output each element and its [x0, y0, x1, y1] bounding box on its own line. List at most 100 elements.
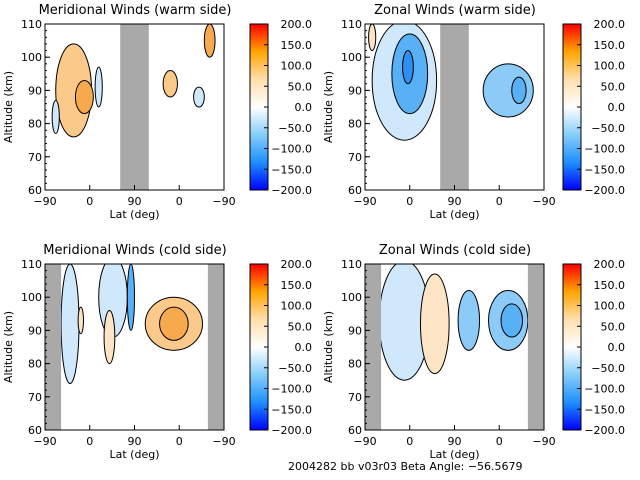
colorbar: 200.0 150.0 100.0 50.0 0.0 −50.0 −100.0 −150.0 −… [249, 18, 313, 197]
x-tick-label: 0 [176, 435, 183, 448]
plot-area [365, 24, 544, 190]
contour-region [94, 66, 103, 108]
x-axis-label: Lat (deg) [430, 208, 480, 221]
colorbar-tick-label: 50.0 [601, 80, 626, 93]
colorbar-tick-label: −200.0 [271, 184, 312, 197]
y-axis-label: Altitude (km) [2, 311, 15, 383]
x-tick-label: −90 [33, 195, 56, 208]
colorbar-tick-label: −100.0 [584, 143, 625, 156]
contour-region [60, 264, 80, 385]
chart-title: Zonal Winds (cold side) [379, 243, 531, 258]
x-tick-label: −90 [532, 195, 555, 208]
colorbar-tick-label: −200.0 [584, 184, 625, 197]
y-tick-label: 110 [21, 18, 42, 31]
colorbar-tick-label: −50.0 [278, 362, 312, 375]
no-data-band [527, 264, 544, 430]
y-tick-label: 70 [28, 151, 42, 164]
colorbar-tick-label: −150.0 [271, 163, 312, 176]
y-tick-label: 70 [348, 391, 362, 404]
y-tick-label: 90 [348, 324, 362, 337]
no-data-band [207, 264, 224, 430]
y-axis-label: Altitude (km) [2, 71, 15, 143]
colorbar-tick-label: 0.0 [608, 341, 626, 354]
x-tick-label: 90 [448, 195, 462, 208]
x-tick-label: −90 [212, 195, 235, 208]
y-tick-label: 80 [348, 118, 362, 131]
x-axis-label: Lat (deg) [110, 448, 160, 461]
y-tick-label: 100 [341, 291, 362, 304]
y-tick-label: 100 [21, 291, 42, 304]
colorbar-tick-label: −150.0 [584, 163, 625, 176]
chart-title: Meridional Winds (warm side) [39, 3, 232, 18]
x-tick-label: 0 [86, 195, 93, 208]
y-tick-label: 110 [341, 18, 362, 31]
x-tick-label: −90 [532, 435, 555, 448]
colorbar-tick-label: 100.0 [594, 300, 626, 313]
colorbar-tick-label: 50.0 [288, 320, 313, 333]
panel-3: Meridional Winds (cold side) 60 70 80 90 100 1… [2, 243, 312, 461]
y-tick-label: 90 [28, 84, 42, 97]
y-tick-label: 60 [348, 184, 362, 197]
y-tick-label: 80 [28, 118, 42, 131]
colorbar: 200.0 150.0 100.0 50.0 0.0 −50.0 −100.0 −150.0 −… [562, 258, 626, 437]
x-tick-label: 90 [448, 435, 462, 448]
contour-region [162, 69, 178, 98]
y-tick-label: 100 [21, 51, 42, 64]
colorbar-tick-label: 50.0 [601, 320, 626, 333]
colorbar-tick-label: 200.0 [281, 18, 313, 31]
plot-area [45, 264, 224, 430]
colorbar-tick-label: −100.0 [271, 383, 312, 396]
panel-4: Zonal Winds (cold side) 60 70 80 90 100 110 −90… [322, 243, 625, 461]
contour-region [419, 273, 450, 375]
panel-2: Zonal Winds (warm side) 60 70 80 90 100 110 −90… [322, 3, 625, 221]
x-tick-label: 90 [128, 435, 142, 448]
x-axis-label: Lat (deg) [110, 208, 160, 221]
plot-area [365, 264, 544, 430]
footer-info: 2004282 bb v03r03 Beta Angle: −56.5679 [288, 460, 523, 473]
x-tick-label: 0 [496, 435, 503, 448]
colorbar-tick-label: −50.0 [278, 122, 312, 135]
y-tick-label: 70 [28, 391, 42, 404]
no-data-band [45, 264, 62, 430]
y-tick-label: 60 [348, 424, 362, 437]
y-tick-label: 60 [28, 184, 42, 197]
colorbar: 200.0 150.0 100.0 50.0 0.0 −50.0 −100.0 −150.0 −… [249, 258, 313, 437]
colorbar-tick-label: 150.0 [281, 279, 313, 292]
colorbar-tick-label: −100.0 [584, 383, 625, 396]
colorbar-tick-label: 0.0 [295, 101, 313, 114]
contour-region [368, 24, 377, 52]
colorbar-tick-label: 200.0 [594, 18, 626, 31]
x-tick-label: −90 [353, 195, 376, 208]
y-tick-label: 90 [28, 324, 42, 337]
x-tick-label: −90 [33, 435, 56, 448]
x-tick-label: 90 [128, 195, 142, 208]
colorbar-tick-label: 0.0 [295, 341, 313, 354]
no-data-band [440, 24, 469, 190]
colorbar-tick-label: 0.0 [608, 101, 626, 114]
colorbar-tick-label: −150.0 [271, 403, 312, 416]
x-tick-label: −90 [353, 435, 376, 448]
x-tick-label: 0 [86, 435, 93, 448]
chart-title: Meridional Winds (cold side) [43, 243, 226, 258]
y-tick-label: 90 [348, 84, 362, 97]
x-tick-label: 0 [406, 435, 413, 448]
colorbar-tick-label: −200.0 [584, 424, 625, 437]
colorbar-tick-label: −150.0 [584, 403, 625, 416]
y-tick-label: 60 [28, 424, 42, 437]
colorbar-tick-label: 50.0 [288, 80, 313, 93]
contour-region [203, 24, 216, 58]
colorbar-tick-label: 150.0 [594, 39, 626, 52]
y-tick-label: 80 [348, 358, 362, 371]
colorbar-tick-label: 100.0 [594, 60, 626, 73]
colorbar-tick-label: 200.0 [281, 258, 313, 271]
contour-region [159, 306, 189, 341]
y-axis-label: Altitude (km) [322, 71, 335, 143]
x-tick-label: −90 [212, 435, 235, 448]
contour-region [51, 99, 60, 135]
no-data-band [365, 264, 382, 430]
panel-1: Meridional Winds (warm side) 60 70 80 90 100 1… [2, 3, 312, 221]
x-tick-label: 0 [496, 195, 503, 208]
contour-region [126, 264, 135, 331]
colorbar: 200.0 150.0 100.0 50.0 0.0 −50.0 −100.0 −150.0 −… [562, 18, 626, 197]
contour-region [500, 303, 524, 338]
